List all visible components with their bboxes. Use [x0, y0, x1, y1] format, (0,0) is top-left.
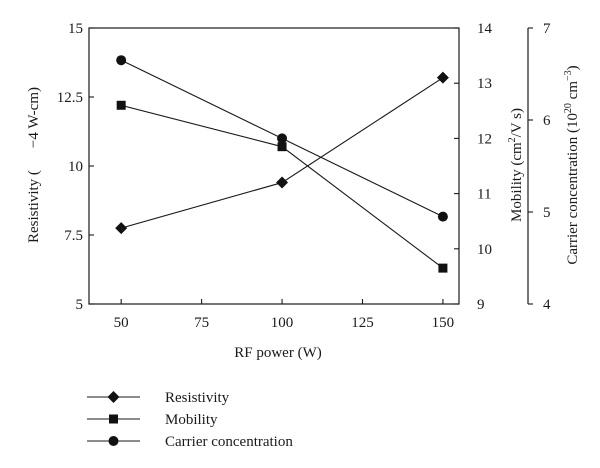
legend-resistivity-marker — [107, 391, 120, 403]
legend: Resistivity Mobility Carrier concentration — [87, 390, 293, 450]
left-tick-label: 5 — [76, 297, 84, 313]
legend-mobility-label: Mobility — [165, 412, 218, 428]
x-tick-label: 125 — [351, 315, 374, 331]
left-tick-label: 7.5 — [64, 228, 83, 244]
carrier-concentration-point — [277, 133, 288, 144]
carrier-concentration-point — [437, 211, 448, 222]
mobility-point — [438, 263, 448, 273]
right1-axis-title-sup: 2 — [507, 137, 518, 142]
left-tick-label: 12.5 — [57, 90, 83, 106]
legend-carrier-concentration-label: Carrier concentration — [165, 434, 293, 450]
right1-axis-title-main: Mobility (cm — [509, 142, 525, 222]
mobility-point — [277, 142, 287, 152]
left-axis-title: Resistivity ( −4 W-cm) — [26, 87, 42, 243]
legend-mobility-marker — [109, 414, 118, 424]
right1-tick-label: 9 — [477, 297, 485, 313]
left-axis-title-prefix: Resistivity ( — [26, 170, 42, 243]
right1-axis-title: Mobility (cm2/V s) — [507, 108, 525, 222]
right2-tick-label: 4 — [543, 297, 551, 313]
right1-tick-label: 13 — [477, 76, 492, 92]
x-axis-title: RF power (W) — [234, 345, 321, 361]
left-axis-title-main: −4 W-cm) — [26, 87, 42, 148]
right1-axis-title-end: /V s) — [509, 108, 525, 137]
right2-axis-title-sup1: 20 — [563, 103, 574, 113]
right1-tick-label: 10 — [477, 242, 492, 258]
right2-axis-title: Carrier concentration (1020 cm−3) — [563, 65, 581, 264]
right1-tick-label: 12 — [477, 131, 492, 147]
resistivity-point — [436, 71, 449, 84]
right2-tick-label: 6 — [543, 113, 551, 129]
series — [115, 55, 449, 273]
resistivity-point — [276, 176, 289, 189]
x-tick-label: 100 — [271, 315, 294, 331]
plot-frame — [88, 27, 460, 305]
right1-tick-label: 14 — [477, 21, 493, 37]
left-tick-label: 10 — [68, 159, 83, 175]
mobility-point — [116, 100, 126, 110]
x-tick-label: 75 — [194, 315, 209, 331]
right2-tick-label: 5 — [543, 205, 551, 221]
x-tick-label: 150 — [432, 315, 455, 331]
right2-axis-title-mid: cm — [565, 81, 581, 103]
left-tick-label: 15 — [68, 21, 83, 37]
right2-tick-label: 7 — [543, 21, 551, 37]
legend-resistivity-label: Resistivity — [165, 390, 230, 406]
carrier-concentration-point — [116, 55, 127, 66]
resistivity-line — [121, 77, 444, 229]
axis-titles: RF power (W) Resistivity ( −4 W-cm) Mobil… — [26, 65, 581, 361]
right2-axis-title-sup2: −3 — [563, 70, 574, 81]
right1-tick-label: 11 — [477, 187, 491, 203]
right2-axis-title-main: Carrier concentration (10 — [565, 113, 581, 265]
right2-axis-title-end: ) — [565, 65, 581, 70]
x-tick-label: 50 — [114, 315, 129, 331]
legend-carrier-concentration-marker — [108, 436, 119, 446]
ticks: 50 75 100 125 150 5 7.5 10 12.5 15 9 10 11 12 13 14 4 5 6 7 — [57, 21, 551, 331]
resistivity-point — [115, 222, 128, 235]
